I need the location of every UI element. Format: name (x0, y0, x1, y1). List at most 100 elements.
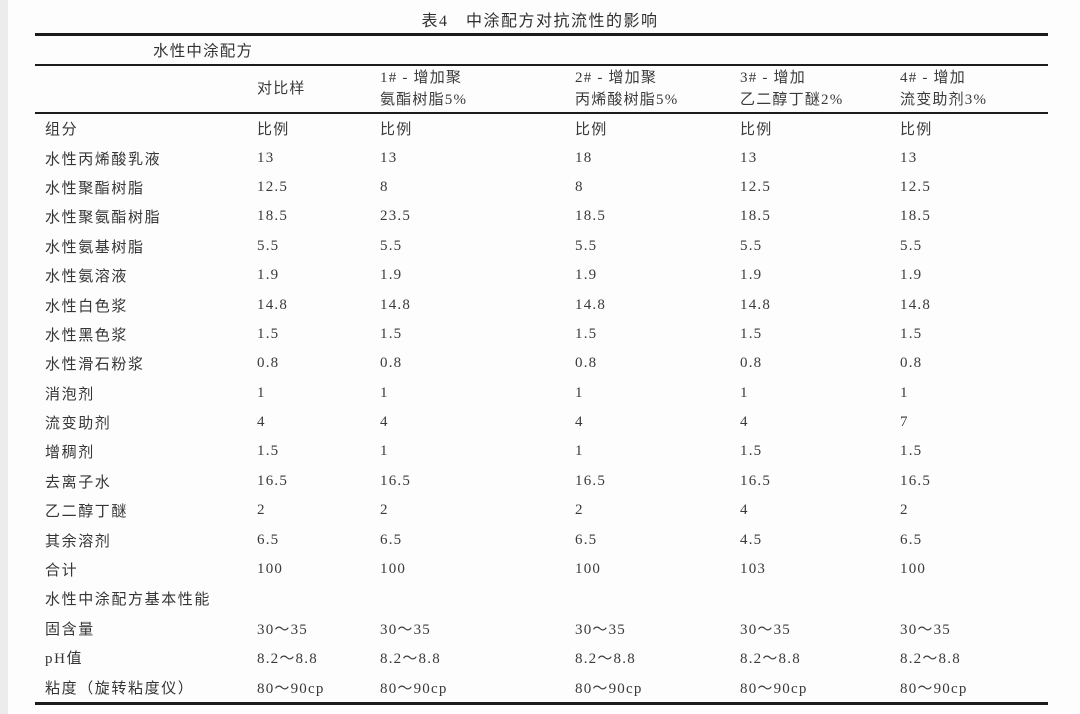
row-label: pH值 (45, 651, 84, 668)
cell-value: 12.5 (257, 178, 289, 195)
row-label: 其余溶剂 (45, 533, 112, 550)
cell-value: 0.8 (575, 355, 598, 372)
row-label: 乙二醇丁醚 (45, 504, 129, 521)
cell-value: 16.5 (575, 472, 607, 489)
column-header-line: 1# - 增加聚 (380, 69, 463, 86)
column-header-row: 对比样 1# - 增加聚 氨酯树脂5% 2# - 增加聚 丙烯酸树脂5% 3# … (35, 65, 1049, 114)
cell-value: 14.8 (257, 296, 289, 313)
table-row: 增稠剂 1.5 1 1 1.5 1.5 (35, 437, 1048, 466)
cell-value: 1.5 (257, 443, 280, 460)
cell-value: 80～90cp (575, 680, 643, 697)
table-row: 去离子水 16.5 16.5 16.5 16.5 16.5 (35, 467, 1048, 496)
cell-value: 6.5 (380, 531, 403, 548)
cell-value: 1 (900, 384, 909, 401)
column-header-line: 氨酯树脂5% (380, 92, 468, 108)
column-header-sample-1: 1# - 增加聚 氨酯树脂5% (370, 65, 565, 114)
cell-value: 4 (740, 414, 749, 431)
table-row: 水性聚氨酯树脂 18.5 23.5 18.5 18.5 18.5 (35, 202, 1048, 231)
cell-value: 100 (900, 561, 927, 578)
column-header-line: 丙烯酸树脂5% (575, 92, 679, 108)
cell-value: 12.5 (900, 178, 932, 195)
cell-value (890, 584, 1048, 613)
cell-value: 12.5 (740, 178, 772, 195)
cell-value: 103 (740, 561, 767, 578)
table-row: 水性丙烯酸乳液 13 13 18 13 13 (35, 143, 1048, 172)
table-row: 其余溶剂 6.5 6.5 6.5 4.5 6.5 (35, 525, 1048, 554)
cell-value: 13 (257, 149, 275, 166)
cell-value: 16.5 (257, 472, 289, 489)
row-label: 合计 (45, 563, 79, 580)
cell-value: 23.5 (380, 208, 412, 225)
row-label: 水性丙烯酸乳液 (45, 151, 162, 168)
table-row: 水性滑石粉浆 0.8 0.8 0.8 0.8 0.8 (35, 349, 1048, 378)
table-row: 水性白色浆 14.8 14.8 14.8 14.8 14.8 (35, 290, 1048, 319)
cell-value: 30～35 (740, 621, 792, 638)
cell-value: 100 (575, 561, 602, 578)
group-header-label: 水性中涂配方 (35, 34, 1049, 66)
cell-value: 1.5 (257, 325, 280, 342)
cell-value: 14.8 (575, 296, 607, 313)
column-header-line: 对比样 (257, 80, 306, 97)
cell-value: 1 (257, 384, 266, 401)
cell-value: 2 (575, 502, 584, 519)
table-row: 组分 比例 比例 比例 比例 比例 (35, 113, 1048, 143)
cell-value: 1.9 (380, 267, 403, 284)
cell-value: 4 (575, 414, 584, 431)
cell-value: 6.5 (257, 531, 280, 548)
cell-value: 4 (257, 414, 266, 431)
cell-value: 0.8 (740, 355, 763, 372)
cell-value: 1 (575, 443, 584, 460)
cell-value: 8.2～8.8 (380, 651, 441, 668)
row-label: 水性氨基树脂 (45, 239, 145, 256)
cell-value: 80～90cp (900, 680, 968, 697)
column-header-sample-2: 2# - 增加聚 丙烯酸树脂5% (565, 65, 730, 114)
cell-value: 8 (575, 178, 584, 195)
cell-value: 5.5 (740, 237, 763, 254)
table-row: 粘度（旋转粘度仪） 80～90cp 80～90cp 80～90cp 80～90cp 80～… (35, 672, 1048, 703)
row-label: 固含量 (45, 621, 95, 638)
cell-value: 0.8 (380, 355, 403, 372)
row-label: 水性滑石粉浆 (45, 357, 145, 374)
cell-value: 80～90cp (257, 680, 325, 697)
table-row: 水性黑色浆 1.5 1.5 1.5 1.5 1.5 (35, 320, 1048, 349)
cell-value: 2 (900, 502, 909, 519)
cell-value: 100 (380, 561, 407, 578)
column-header-line: 乙二醇丁醚2% (740, 92, 844, 108)
table-row: 水性氨基树脂 5.5 5.5 5.5 5.5 5.5 (35, 232, 1048, 261)
row-label: 水性聚氨酯树脂 (45, 210, 162, 227)
section-row: 水性中涂配方基本性能 (35, 584, 1048, 613)
cell-value: 80～90cp (740, 680, 808, 697)
group-header-row: 水性中涂配方 (35, 34, 1049, 66)
cell-value: 13 (900, 149, 918, 166)
row-label: 水性黑色浆 (45, 327, 129, 344)
cell-value: 4 (380, 414, 389, 431)
cell-value: 6.5 (900, 531, 923, 548)
cell-value: 13 (380, 149, 398, 166)
cell-value: 比例 (575, 122, 608, 139)
cell-value: 30～35 (900, 621, 952, 638)
table-row: 水性氨溶液 1.9 1.9 1.9 1.9 1.9 (35, 261, 1048, 290)
cell-value: 1.9 (900, 267, 923, 284)
cell-value (370, 584, 565, 613)
table-row: 水性聚酯树脂 12.5 8 8 12.5 12.5 (35, 173, 1048, 202)
column-header-line: 流变助剂3% (900, 92, 988, 108)
column-header-sample-3: 3# - 增加 乙二醇丁醚2% (730, 65, 890, 114)
cell-value: 5.5 (380, 237, 403, 254)
cell-value: 2 (257, 502, 266, 519)
column-header-control: 对比样 (247, 65, 370, 114)
column-header-sample-4: 4# - 增加 流变助剂3% (890, 65, 1049, 114)
table-row: 合计 100 100 100 103 100 (35, 555, 1048, 584)
cell-value: 18.5 (740, 208, 772, 225)
cell-value: 1.5 (900, 443, 923, 460)
cell-value: 8.2～8.8 (257, 651, 318, 668)
table-row: 固含量 30～35 30～35 30～35 30～35 30～35 (35, 614, 1048, 643)
cell-value: 14.8 (380, 296, 412, 313)
row-label: 水性中涂配方基本性能 (45, 592, 212, 609)
cell-value: 8.2～8.8 (900, 651, 961, 668)
cell-value: 1.9 (740, 267, 763, 284)
cell-value: 1.5 (740, 325, 763, 342)
cell-value: 比例 (740, 122, 773, 139)
column-header-line: 2# - 增加聚 (575, 69, 658, 86)
cell-value: 5.5 (257, 237, 280, 254)
cell-value: 1.5 (740, 443, 763, 460)
